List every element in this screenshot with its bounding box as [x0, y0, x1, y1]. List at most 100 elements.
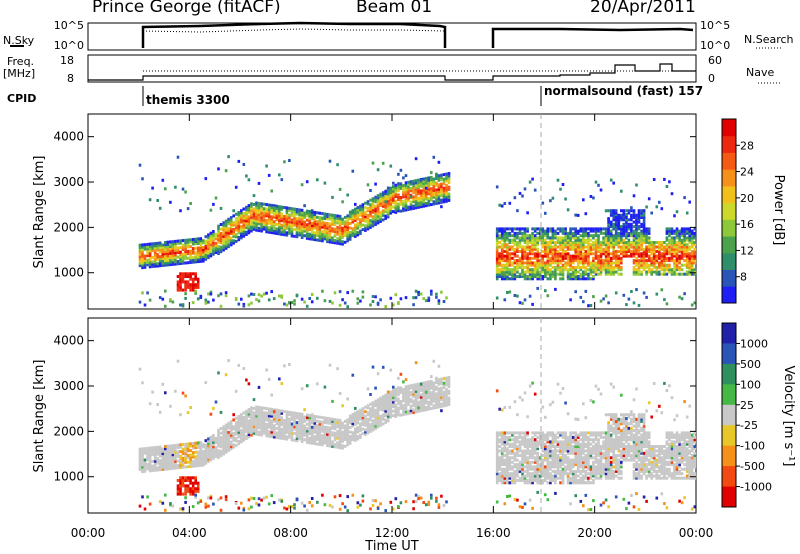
- velocity-cell: [371, 412, 375, 416]
- power-cell: [298, 217, 301, 221]
- power-cell: [551, 275, 555, 278]
- power-cell: [386, 195, 390, 198]
- power-cell: [232, 241, 235, 245]
- power-cell: [625, 231, 628, 235]
- power-cell: [564, 231, 567, 235]
- power-cell: [599, 247, 603, 251]
- velocity-cell: [138, 468, 142, 472]
- power-cell: [531, 302, 534, 306]
- power-cell: [645, 252, 648, 256]
- power-cell: [597, 245, 600, 249]
- velocity-cell: [199, 452, 203, 456]
- velocity-cell: [374, 420, 377, 424]
- velocity-cell: [209, 456, 213, 460]
- power-cell: [280, 223, 284, 227]
- velocity-cell: [321, 425, 324, 429]
- power-cell: [351, 234, 355, 238]
- power-cell: [141, 243, 144, 247]
- power-cell: [252, 212, 256, 215]
- power-cell: [283, 302, 286, 306]
- power-cell: [556, 254, 560, 258]
- power-cell: [298, 228, 301, 232]
- power-cell: [247, 217, 251, 221]
- power-cell: [660, 288, 664, 292]
- velocity-cell: [285, 412, 289, 416]
- velocity-cell: [204, 381, 208, 385]
- power-cell: [336, 241, 339, 245]
- power-cell: [668, 231, 671, 235]
- velocity-cell: [234, 439, 238, 443]
- power-cell: [592, 263, 595, 267]
- power-cell: [513, 294, 517, 297]
- power-cell: [158, 257, 162, 261]
- velocity-cell: [424, 390, 428, 394]
- power-cell: [202, 255, 205, 258]
- power-cell: [693, 227, 697, 231]
- velocity-cell: [252, 497, 256, 500]
- power-cell: [404, 199, 408, 203]
- power-cell: [518, 243, 522, 247]
- power-cell: [607, 227, 610, 231]
- velocity-cell: [503, 476, 507, 480]
- power-cell: [369, 223, 372, 227]
- power-cell: [500, 268, 504, 272]
- power-cell: [417, 199, 420, 202]
- velocity-cell: [169, 458, 172, 461]
- velocity-cell: [323, 418, 327, 422]
- power-cell: [582, 234, 585, 238]
- power-cell: [359, 208, 362, 212]
- power-cell: [435, 199, 438, 203]
- power-cell: [202, 257, 205, 261]
- power-cell: [594, 250, 598, 253]
- power-cell: [627, 250, 631, 253]
- power-cell: [637, 247, 641, 251]
- power-cell: [313, 226, 317, 230]
- power-cell: [153, 244, 157, 248]
- power-cell: [538, 227, 542, 231]
- power-cell: [161, 254, 165, 258]
- power-cell: [665, 268, 669, 272]
- power-cell: [594, 252, 598, 256]
- velocity-cell: [310, 428, 314, 432]
- power-cell: [673, 243, 676, 247]
- power-cell: [602, 263, 605, 267]
- velocity-cell: [151, 464, 154, 468]
- velocity-cell: [229, 424, 233, 428]
- power-cell: [675, 234, 679, 238]
- power-cell: [412, 200, 415, 204]
- power-cell: [685, 250, 689, 253]
- power-cell: [625, 250, 628, 253]
- velocity-cell: [191, 505, 195, 509]
- power-cell: [196, 251, 200, 254]
- velocity-cell: [222, 443, 225, 447]
- power-cell: [305, 223, 309, 227]
- velocity-cell: [222, 434, 225, 438]
- power-cell: [394, 206, 398, 210]
- velocity-cell: [359, 424, 362, 428]
- power-cell: [506, 247, 509, 251]
- velocity-cell: [186, 442, 190, 446]
- power-cell: [290, 301, 294, 304]
- velocity-cell: [300, 435, 304, 439]
- power-cell: [645, 231, 648, 235]
- freq-line: [88, 63, 696, 81]
- velocity-cell: [336, 367, 339, 371]
- power-cell: [640, 234, 643, 238]
- velocity-cell: [158, 468, 162, 472]
- velocity-cell: [412, 408, 415, 412]
- power-cell: [541, 234, 545, 238]
- power-cell: [637, 263, 641, 267]
- velocity-cell: [343, 444, 347, 448]
- velocity-cell: [326, 444, 329, 448]
- velocity-cell: [288, 410, 291, 414]
- velocity-cell: [262, 496, 266, 500]
- velocity-cell: [440, 409, 443, 413]
- velocity-cell: [417, 497, 420, 501]
- power-cell: [559, 270, 562, 274]
- power-cell: [622, 252, 626, 256]
- power-cell: [430, 189, 433, 193]
- velocity-cell: [196, 441, 200, 445]
- power-cell: [680, 241, 684, 244]
- power-cell: [445, 177, 448, 181]
- velocity-cell: [407, 402, 410, 406]
